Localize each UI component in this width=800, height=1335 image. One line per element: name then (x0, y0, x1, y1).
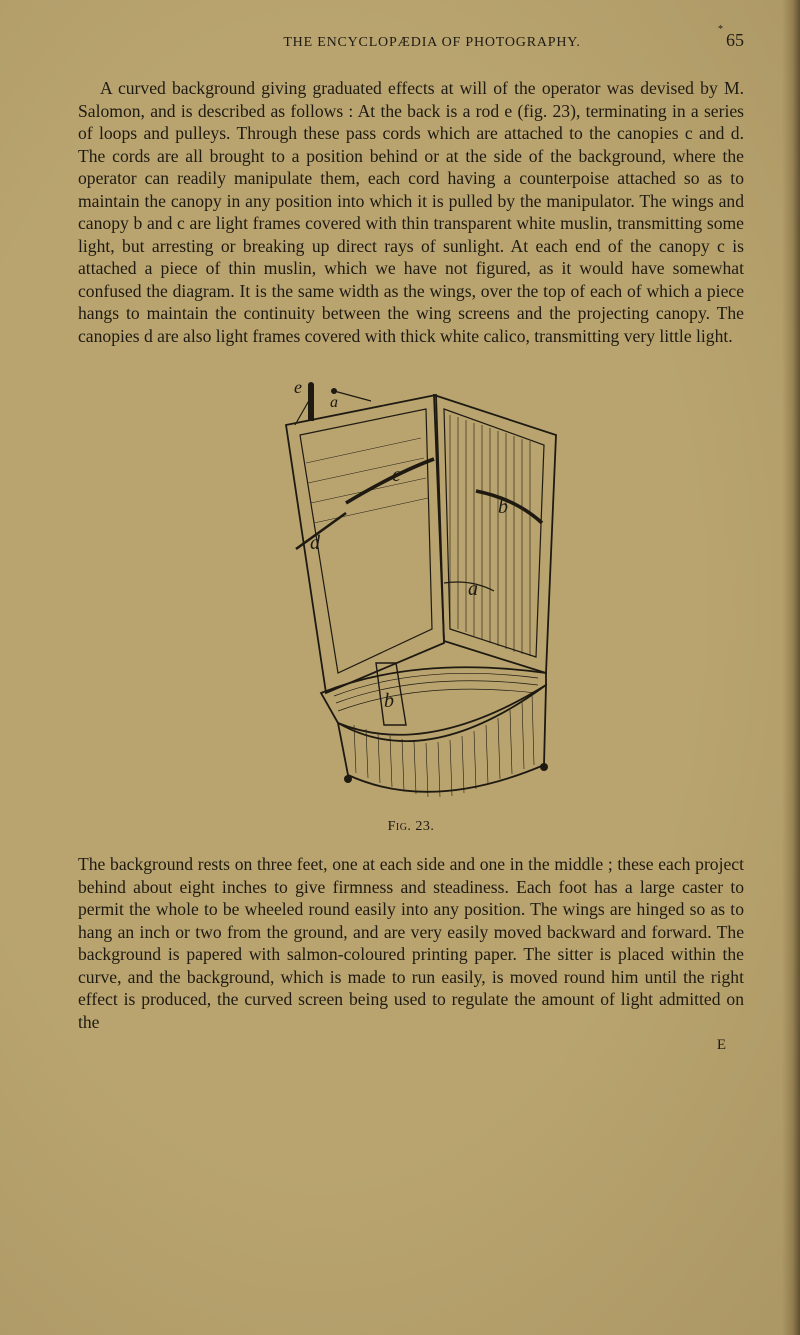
page-number: * 65 (726, 30, 744, 51)
header: THE ENCYCLOPÆDIA OF PHOTOGRAPHY. * 65 (78, 30, 744, 51)
figure-23-illustration: e a c d b a b (226, 373, 596, 813)
fig-label-b-lower: b (384, 690, 394, 712)
paragraph-1-text: A curved background giving graduated eff… (78, 78, 744, 346)
paragraph-1: A curved background giving graduated eff… (78, 77, 744, 347)
paragraph-2-text: The background rests on three feet, one … (78, 854, 744, 1032)
figure-caption: Fig. 23. (388, 819, 435, 835)
fig-label-e2: a (330, 394, 338, 411)
page: THE ENCYCLOPÆDIA OF PHOTOGRAPHY. * 65 A … (0, 0, 800, 1335)
fig-label-d: d (310, 532, 321, 554)
spine-shadow (782, 0, 800, 1335)
fig-label-c: c (392, 464, 401, 486)
paragraph-2: The background rests on three feet, one … (78, 853, 744, 1033)
fig-label-a: a (468, 578, 478, 600)
page-number-value: 65 (726, 30, 744, 50)
signature-mark: E (78, 1037, 744, 1054)
figure-23: e a c d b a b Fig. 23. (78, 373, 744, 835)
fig-label-b-right: b (498, 496, 508, 518)
running-head: THE ENCYCLOPÆDIA OF PHOTOGRAPHY. (78, 35, 726, 51)
fig-label-e: e (294, 377, 302, 397)
page-number-mark: * (718, 24, 723, 35)
